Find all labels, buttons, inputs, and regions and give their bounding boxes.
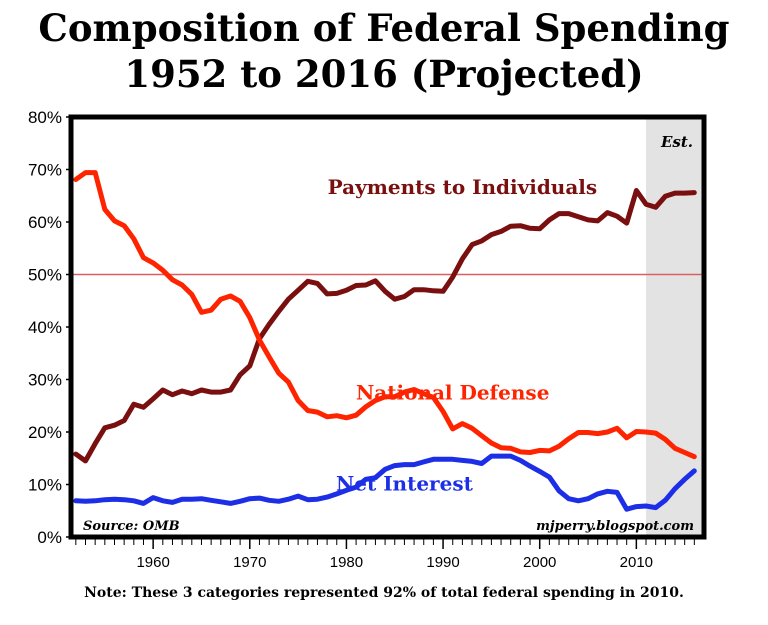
y-tick-label: 20%	[28, 423, 62, 442]
x-tick-label: 2000	[523, 554, 556, 571]
y-tick-label: 60%	[28, 213, 62, 232]
source-label: Source: OMB	[83, 519, 180, 534]
series-line-defense	[73, 170, 697, 460]
y-tick-label: 30%	[28, 371, 62, 390]
series-line-interest	[73, 453, 697, 512]
series-line-payments	[73, 188, 697, 464]
chart-title-line1: Composition of Federal Spending	[38, 6, 730, 50]
credit-label: mjperry.blogspot.com	[536, 519, 694, 534]
chart-title-line2: 1952 to 2016 (Projected)	[124, 52, 644, 96]
y-tick-label: 70%	[28, 161, 62, 180]
x-tick-label: 1960	[136, 554, 169, 571]
footnote: Note: These 3 categories represented 92%…	[84, 585, 684, 601]
y-tick-label: 50%	[28, 266, 62, 285]
series-label-payments: Payments to Individuals	[328, 175, 598, 199]
x-tick-label: 1970	[233, 554, 266, 571]
estimate-label: Est.	[660, 133, 693, 151]
y-tick-label: 0%	[37, 528, 62, 547]
series-label-interest: Net Interest	[336, 471, 474, 495]
y-tick-label: 40%	[28, 318, 62, 337]
x-tick-label: 1980	[330, 554, 363, 571]
y-tick-label: 80%	[28, 108, 62, 127]
x-tick-label: 2010	[620, 554, 653, 571]
y-tick-label: 10%	[28, 476, 62, 495]
x-tick-label: 1990	[426, 554, 459, 571]
series-label-defense: National Defense	[356, 380, 549, 404]
estimate-shade	[646, 117, 704, 537]
plot-frame	[68, 114, 707, 540]
